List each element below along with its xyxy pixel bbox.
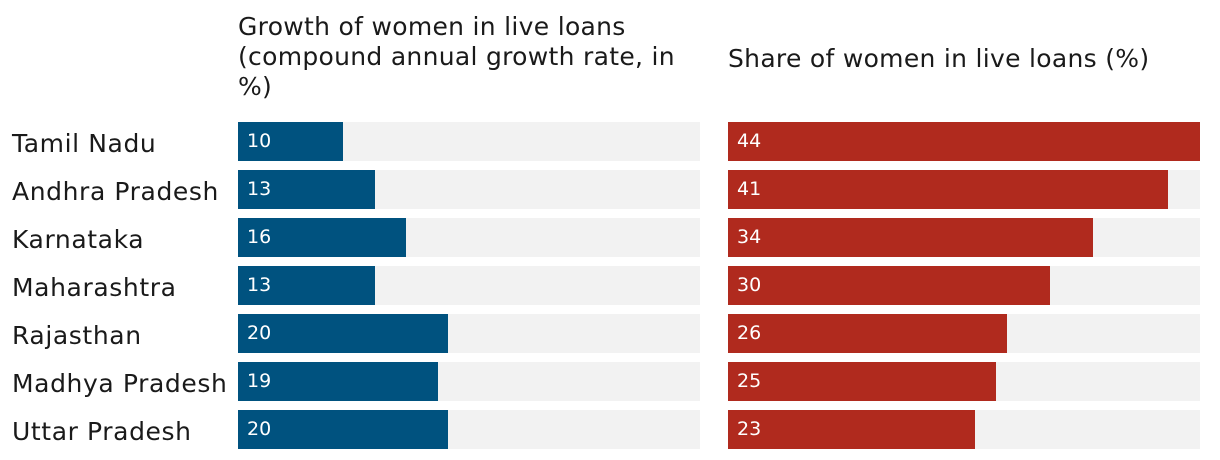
bar-track: 26 (728, 314, 1200, 353)
category-label: Rajasthan (12, 320, 142, 350)
bar-value-label: 44 (737, 130, 762, 152)
share-bar: 34 (728, 218, 1093, 257)
bar-value-label: 19 (247, 370, 272, 392)
bar-value-label: 13 (247, 178, 272, 200)
bar-track: 25 (728, 362, 1200, 401)
category-label: Karnataka (12, 224, 145, 254)
bar-track: 44 (728, 122, 1200, 161)
growth-bar: 20 (238, 410, 448, 449)
bar-value-label: 20 (247, 418, 272, 440)
share-bar: 30 (728, 266, 1050, 305)
bar-track: 13 (238, 170, 700, 209)
category-label: Andhra Pradesh (12, 176, 219, 206)
bar-value-label: 25 (737, 370, 762, 392)
bar-value-label: 20 (247, 322, 272, 344)
chart-title-growth: Growth of women in live loans (compound … (238, 12, 675, 101)
share-bar: 26 (728, 314, 1007, 353)
bar-track: 13 (238, 266, 700, 305)
bar-value-label: 30 (737, 274, 762, 296)
growth-bar: 20 (238, 314, 448, 353)
category-label: Madhya Pradesh (12, 368, 228, 398)
bar-track: 19 (238, 362, 700, 401)
bar-value-label: 34 (737, 226, 762, 248)
bar-value-label: 41 (737, 178, 762, 200)
bar-track: 10 (238, 122, 700, 161)
share-bar: 44 (728, 122, 1200, 161)
bar-track: 20 (238, 314, 700, 353)
growth-bar: 19 (238, 362, 438, 401)
growth-bar: 13 (238, 170, 375, 209)
bar-track: 16 (238, 218, 700, 257)
growth-bar: 13 (238, 266, 375, 305)
bar-track: 34 (728, 218, 1200, 257)
growth-bar: 16 (238, 218, 406, 257)
bar-track: 20 (238, 410, 700, 449)
bar-track: 23 (728, 410, 1200, 449)
share-bar: 23 (728, 410, 975, 449)
growth-bar: 10 (238, 122, 343, 161)
share-bar: 41 (728, 170, 1168, 209)
bar-track: 30 (728, 266, 1200, 305)
share-bar: 25 (728, 362, 996, 401)
bar-track: 41 (728, 170, 1200, 209)
bar-value-label: 23 (737, 418, 762, 440)
category-label: Uttar Pradesh (12, 416, 192, 446)
chart-title-share: Share of women in live loans (%) (728, 44, 1150, 73)
bar-value-label: 26 (737, 322, 762, 344)
bar-value-label: 13 (247, 274, 272, 296)
bar-value-label: 10 (247, 130, 272, 152)
category-label: Tamil Nadu (12, 128, 157, 158)
bar-value-label: 16 (247, 226, 272, 248)
category-label: Maharashtra (12, 272, 177, 302)
